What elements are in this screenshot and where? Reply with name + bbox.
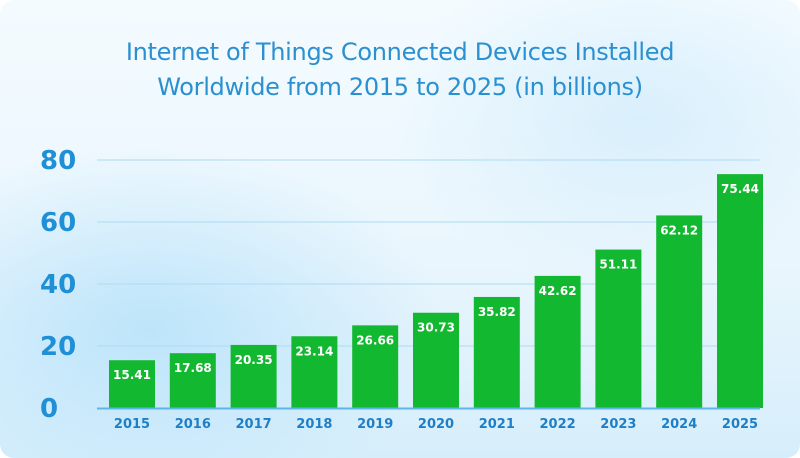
x-tick-label: 2019 bbox=[357, 417, 393, 432]
data-label: 17.68 bbox=[174, 361, 212, 375]
bar-2020 bbox=[413, 312, 459, 408]
y-axis-ticks: 0 20 40 60 80 bbox=[40, 146, 76, 424]
y-tick-label: 40 bbox=[40, 270, 76, 300]
x-tick-label: 2017 bbox=[236, 417, 272, 432]
bar-2018 bbox=[291, 336, 338, 408]
y-tick-label: 0 bbox=[40, 394, 58, 424]
bar-2016 bbox=[169, 353, 216, 408]
data-label: 15.41 bbox=[113, 368, 151, 382]
bars bbox=[109, 174, 763, 408]
y-tick-label: 20 bbox=[40, 332, 76, 362]
x-tick-label: 2024 bbox=[661, 417, 697, 432]
data-label: 20.35 bbox=[235, 353, 273, 367]
bar-2025 bbox=[717, 174, 763, 408]
data-label: 62.12 bbox=[660, 223, 698, 237]
x-tick-label: 2025 bbox=[722, 417, 758, 432]
bar-2023 bbox=[595, 249, 642, 408]
y-tick-label: 60 bbox=[40, 208, 76, 238]
bar-2024 bbox=[656, 215, 703, 408]
data-labels: 15.41 17.68 20.35 23.14 26.66 30.73 35.82 42.62… bbox=[113, 182, 759, 382]
chart-title-line-1: Internet of Things Connected Devices Ins… bbox=[125, 38, 675, 66]
x-tick-label: 2018 bbox=[296, 417, 332, 432]
data-label: 75.44 bbox=[721, 182, 759, 196]
x-tick-label: 2016 bbox=[175, 417, 211, 432]
bar-2015 bbox=[109, 360, 155, 408]
bar-2019 bbox=[352, 325, 399, 408]
bar-2017 bbox=[230, 344, 277, 408]
x-tick-label: 2022 bbox=[540, 417, 576, 432]
data-label: 23.14 bbox=[295, 344, 333, 358]
y-tick-label: 80 bbox=[40, 146, 76, 176]
data-label: 30.73 bbox=[417, 321, 455, 335]
bar-2022 bbox=[534, 275, 581, 408]
bar-2021 bbox=[473, 296, 520, 408]
x-tick-label: 2015 bbox=[114, 417, 150, 432]
x-axis-ticks: 2015 2016 2017 2018 2019 2020 2021 2022 2023 2024… bbox=[114, 417, 758, 432]
data-label: 35.82 bbox=[478, 305, 516, 319]
x-tick-label: 2021 bbox=[479, 417, 515, 432]
data-label: 42.62 bbox=[539, 284, 577, 298]
x-tick-label: 2023 bbox=[600, 417, 636, 432]
data-label: 51.11 bbox=[599, 258, 637, 272]
chart-title-line-2: Worldwide from 2015 to 2025 (in billions… bbox=[157, 73, 643, 101]
data-label: 26.66 bbox=[356, 333, 394, 347]
x-tick-label: 2020 bbox=[418, 417, 454, 432]
